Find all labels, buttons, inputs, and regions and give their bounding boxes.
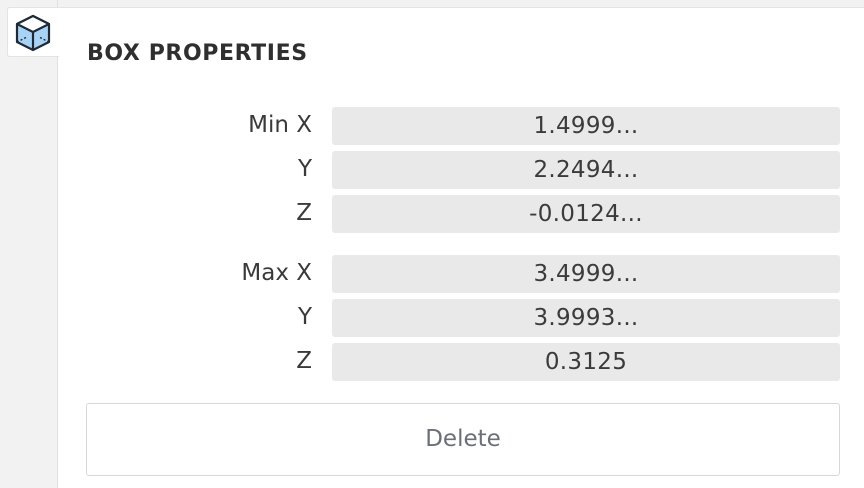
panel-title: BOX PROPERTIES	[87, 41, 308, 66]
max-z-label: Z	[296, 348, 312, 374]
box-properties-panel: BOX PROPERTIES Min X 1.4999... Y 2.2494.…	[58, 7, 864, 488]
min-z-field[interactable]: -0.0124...	[332, 195, 840, 233]
min-z-row: Z -0.0124...	[58, 195, 864, 235]
min-y-row: Y 2.2494...	[58, 151, 864, 191]
min-x-label: Min X	[248, 112, 312, 138]
max-z-field[interactable]: 0.3125	[332, 343, 840, 381]
left-rail	[0, 0, 58, 488]
min-x-field[interactable]: 1.4999...	[332, 107, 840, 145]
max-x-field[interactable]: 3.4999...	[332, 255, 840, 293]
cube-icon	[15, 14, 51, 52]
max-y-label: Y	[297, 304, 312, 330]
max-x-label: Max X	[241, 260, 312, 286]
min-y-label: Y	[297, 156, 312, 182]
max-x-row: Max X 3.4999...	[58, 255, 864, 295]
max-y-row: Y 3.9993...	[58, 299, 864, 339]
box-properties-tab[interactable]	[7, 7, 59, 57]
min-x-row: Min X 1.4999...	[58, 107, 864, 147]
delete-button[interactable]: Delete	[86, 403, 840, 476]
max-z-row: Z 0.3125	[58, 343, 864, 383]
min-z-label: Z	[296, 200, 312, 226]
min-y-field[interactable]: 2.2494...	[332, 151, 840, 189]
max-y-field[interactable]: 3.9993...	[332, 299, 840, 337]
